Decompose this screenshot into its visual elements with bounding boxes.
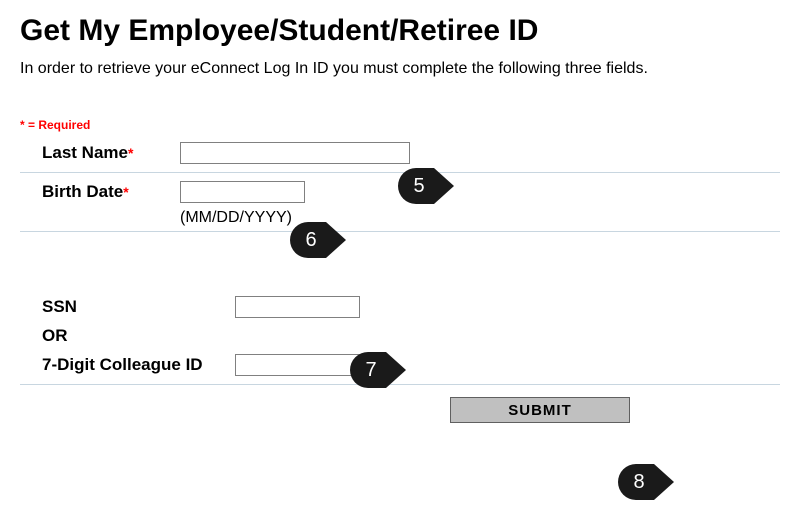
submit-row: SUBMIT	[20, 389, 780, 423]
annotation-text: 8	[618, 464, 660, 500]
label-colleague-id: 7-Digit Colleague ID	[20, 355, 235, 375]
label-ssn: SSN	[20, 297, 235, 317]
intro-text: In order to retrieve your eConnect Log I…	[20, 60, 780, 78]
row-colleague-id: 7-Digit Colleague ID	[20, 350, 780, 380]
hint-birth-date: (MM/DD/YYYY)	[20, 209, 780, 227]
separator	[20, 384, 780, 385]
input-ssn[interactable]	[235, 296, 360, 318]
page-title: Get My Employee/Student/Retiree ID	[20, 14, 780, 48]
label-or: OR	[20, 326, 235, 346]
label-birth-date-text: Birth Date	[42, 182, 123, 201]
row-or: OR	[20, 322, 780, 350]
row-ssn: SSN	[20, 292, 780, 322]
required-mark: *	[123, 184, 128, 200]
input-colleague-id[interactable]	[235, 354, 360, 376]
row-last-name: Last Name*	[20, 138, 780, 168]
separator	[20, 231, 780, 232]
submit-button[interactable]: SUBMIT	[450, 397, 630, 423]
label-birth-date: Birth Date*	[20, 182, 180, 202]
separator	[20, 172, 780, 173]
row-birth-date: Birth Date*	[20, 177, 780, 207]
spacer	[20, 236, 780, 292]
input-birth-date[interactable]	[180, 181, 305, 203]
input-last-name[interactable]	[180, 142, 410, 164]
label-last-name: Last Name*	[20, 143, 180, 163]
required-note: * = Required	[20, 118, 780, 132]
label-last-name-text: Last Name	[42, 143, 128, 162]
required-mark: *	[128, 145, 133, 161]
annotation-bubble-8: 8	[618, 464, 674, 500]
